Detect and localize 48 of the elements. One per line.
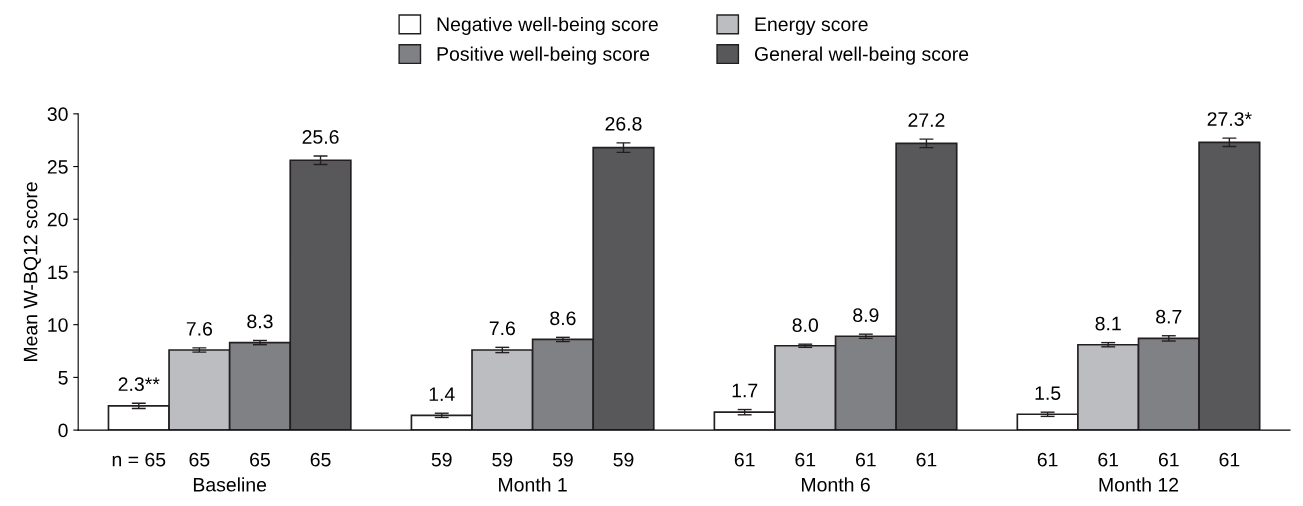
x-tick-label: Month 12 xyxy=(1099,477,1179,492)
text: 61 xyxy=(795,452,816,467)
y-tick-label: 30 xyxy=(47,107,68,122)
data-label: 8.3 xyxy=(247,314,273,329)
text: 59 xyxy=(613,452,634,467)
text: 65 xyxy=(250,452,270,467)
text: 61 xyxy=(1037,452,1058,467)
x-tick-label: Month 6 xyxy=(802,477,870,492)
data-label: 1.4 xyxy=(429,387,455,401)
text: 61 xyxy=(1158,452,1179,467)
data-label: 8.9 xyxy=(853,308,879,322)
data-label: 8.0 xyxy=(792,318,819,333)
text: n = 65 xyxy=(112,452,166,467)
legend-label: Energy score xyxy=(755,17,868,36)
y-tick-label: 20 xyxy=(47,212,68,227)
text: 65 xyxy=(310,452,331,467)
legend-label: General well-being score xyxy=(754,46,969,65)
text: 59 xyxy=(431,452,452,467)
data-label: 2.3** xyxy=(118,377,160,392)
y-tick-label: 0 xyxy=(58,423,68,438)
legend-label: Negative well-being score xyxy=(437,16,658,36)
data-label: 27.3* xyxy=(1207,112,1252,126)
y-tick-label: 15 xyxy=(48,265,68,280)
text: 59 xyxy=(552,452,573,467)
text: 59 xyxy=(492,452,513,467)
data-label: 7.6 xyxy=(489,321,515,336)
data-label: 8.6 xyxy=(550,311,576,326)
text: 61 xyxy=(856,452,876,467)
data-label: 26.8 xyxy=(605,116,642,131)
text: 61 xyxy=(1219,452,1240,467)
y-tick-label: 5 xyxy=(58,371,68,385)
y-axis-title: Mean W-BQ12 score xyxy=(23,182,41,361)
data-label: 8.7 xyxy=(1156,309,1182,324)
data-label: 27.2 xyxy=(908,113,945,127)
data-label: 25.6 xyxy=(302,130,339,144)
text: 65 xyxy=(189,452,210,467)
data-label: 1.7 xyxy=(732,383,758,398)
y-tick-label: 25 xyxy=(47,160,68,174)
data-label: 1.5 xyxy=(1035,386,1061,400)
text: 61 xyxy=(1098,452,1119,467)
x-tick-label: Month 1 xyxy=(499,477,567,492)
y-tick-label: 10 xyxy=(48,318,68,332)
text: 61 xyxy=(916,452,937,467)
legend-label: Positive well-being score xyxy=(437,46,650,65)
x-tick-label: Baseline xyxy=(193,477,267,492)
data-label: 8.1 xyxy=(1095,316,1121,331)
data-label: 7.6 xyxy=(186,321,213,336)
text: 61 xyxy=(734,452,755,467)
